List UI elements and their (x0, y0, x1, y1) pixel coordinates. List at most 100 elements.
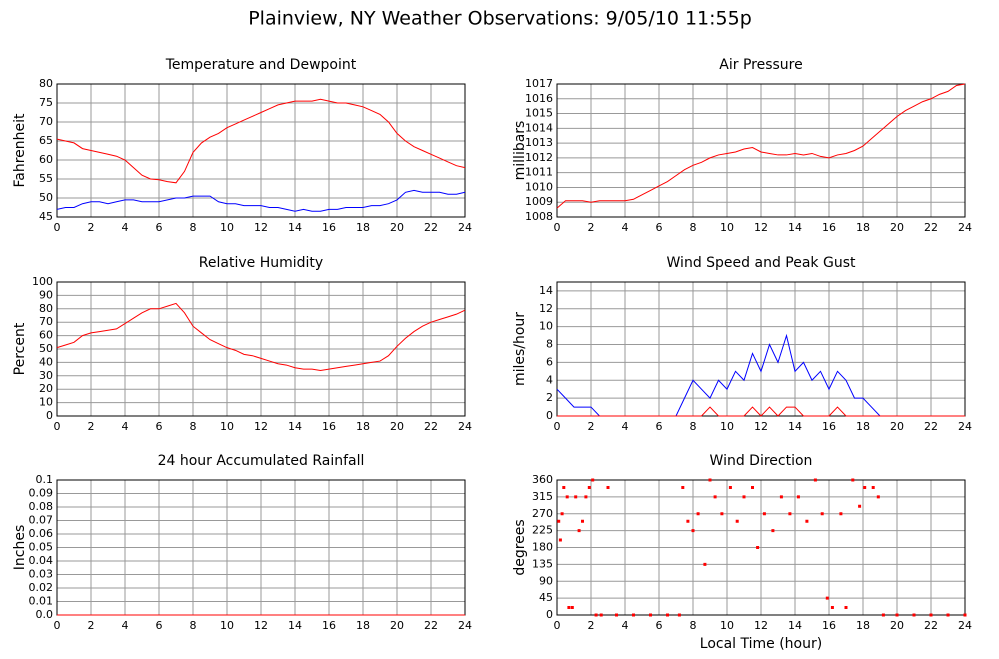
data-point (813, 478, 817, 482)
x-tick-label: 24 (458, 221, 472, 234)
x-tick-label: 22 (924, 221, 938, 234)
y-tick-label: 1012 (525, 151, 553, 164)
y-tick-label: 10 (539, 320, 553, 333)
y-tick-label: 4 (546, 373, 553, 386)
x-tick-label: 24 (958, 619, 972, 632)
y-tick-label: 6 (546, 355, 553, 368)
x-tick-label: 24 (458, 420, 472, 433)
data-point (677, 613, 681, 617)
plot-frame (56, 83, 466, 218)
x-tick-label: 14 (288, 420, 302, 433)
data-point (735, 519, 739, 523)
data-point (560, 512, 564, 516)
x-tick-label: 12 (754, 420, 768, 433)
panel-title: Wind Direction (710, 453, 813, 469)
x-tick-label: 8 (190, 221, 197, 234)
y-tick-label: 1017 (525, 77, 553, 90)
data-point (912, 613, 916, 617)
panel-title: Air Pressure (719, 57, 802, 73)
data-point (863, 486, 867, 489)
y-tick-label: 40 (39, 355, 53, 368)
x-tick-label: 16 (322, 420, 336, 433)
x-tick-label: 18 (356, 221, 370, 234)
x-tick-label: 16 (322, 619, 336, 632)
x-tick-label: 2 (88, 420, 95, 433)
data-point (742, 495, 746, 499)
x-tick-label: 10 (220, 221, 234, 234)
x-tick-label: 20 (390, 221, 404, 234)
y-tick-label: 70 (39, 115, 53, 128)
x-axis-label: Local Time (hour) (700, 636, 822, 652)
x-tick-label: 4 (622, 619, 629, 632)
data-point (691, 529, 695, 533)
y-tick-label: 315 (532, 490, 553, 503)
x-tick-label: 0 (554, 221, 561, 234)
y-tick-label: 80 (39, 77, 53, 90)
y-tick-label: 60 (39, 153, 53, 166)
data-point (858, 504, 862, 508)
y-tick-label: 225 (532, 524, 553, 537)
data-point (696, 512, 700, 516)
y-tick-label: 0.06 (29, 527, 54, 540)
x-tick-label: 6 (156, 221, 163, 234)
y-axis-label: miles/hour (512, 312, 528, 386)
x-tick-label: 6 (156, 420, 163, 433)
y-axis-label: Percent (12, 322, 28, 375)
x-tick-label: 10 (720, 619, 734, 632)
data-point (584, 495, 588, 499)
x-tick-label: 10 (220, 420, 234, 433)
x-tick-label: 12 (754, 221, 768, 234)
data-point (779, 495, 783, 499)
y-tick-label: 180 (532, 541, 553, 554)
y-tick-label: 1014 (525, 121, 553, 134)
x-tick-label: 14 (288, 221, 302, 234)
x-tick-label: 16 (822, 221, 836, 234)
x-tick-label: 8 (690, 420, 697, 433)
y-tick-label: 80 (39, 302, 53, 315)
y-tick-label: 45 (39, 210, 53, 223)
x-tick-label: 10 (720, 420, 734, 433)
data-point (681, 486, 685, 489)
y-tick-label: 12 (539, 302, 553, 315)
x-tick-label: 14 (788, 420, 802, 433)
x-tick-label: 16 (822, 420, 836, 433)
x-tick-label: 20 (890, 420, 904, 433)
x-tick-label: 2 (88, 619, 95, 632)
x-tick-label: 18 (856, 420, 870, 433)
plot-frame (56, 281, 466, 417)
data-point (570, 606, 574, 609)
data-point (632, 613, 635, 617)
x-tick-label: 20 (890, 221, 904, 234)
data-point (562, 486, 566, 489)
x-tick-label: 4 (122, 221, 129, 234)
data-point (788, 512, 792, 516)
x-tick-label: 22 (424, 420, 438, 433)
plot-frame (556, 83, 966, 218)
data-point (929, 613, 933, 617)
data-point (591, 478, 595, 482)
data-point (649, 613, 652, 617)
data-line (56, 98, 466, 184)
x-tick-label: 2 (588, 221, 595, 234)
data-point (871, 486, 875, 489)
x-tick-label: 18 (356, 619, 370, 632)
y-tick-label: 90 (539, 574, 553, 587)
data-point (839, 512, 843, 516)
y-tick-label: 1009 (525, 195, 553, 208)
data-point (615, 613, 618, 617)
y-tick-label: 0.09 (29, 487, 54, 500)
y-tick-label: 0.08 (29, 500, 54, 513)
y-tick-label: 50 (39, 342, 53, 355)
data-point (876, 495, 880, 499)
data-line (56, 189, 466, 212)
x-tick-label: 6 (656, 221, 663, 234)
data-point (825, 596, 829, 600)
x-tick-label: 4 (122, 619, 129, 632)
data-line (556, 83, 966, 209)
y-tick-label: 0.1 (36, 473, 54, 486)
data-point (666, 613, 669, 617)
data-point (713, 495, 717, 499)
x-tick-label: 8 (190, 420, 197, 433)
y-tick-label: 0.04 (29, 554, 54, 567)
x-tick-label: 4 (622, 420, 629, 433)
